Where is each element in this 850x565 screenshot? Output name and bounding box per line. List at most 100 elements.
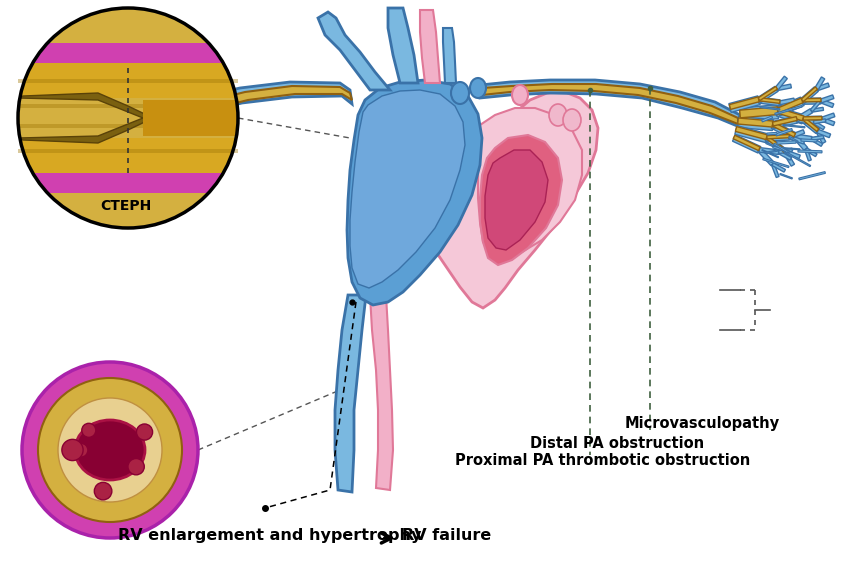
Polygon shape	[18, 93, 153, 143]
Polygon shape	[117, 141, 133, 158]
Ellipse shape	[75, 420, 145, 480]
Polygon shape	[133, 99, 168, 114]
Circle shape	[58, 398, 162, 502]
Polygon shape	[18, 8, 238, 228]
Polygon shape	[735, 127, 768, 140]
Polygon shape	[757, 148, 774, 166]
Circle shape	[94, 483, 112, 500]
Polygon shape	[482, 84, 738, 124]
Polygon shape	[130, 109, 166, 120]
Polygon shape	[18, 79, 238, 83]
Polygon shape	[820, 99, 834, 107]
Polygon shape	[97, 64, 103, 78]
Polygon shape	[170, 86, 352, 120]
Polygon shape	[82, 124, 94, 132]
Polygon shape	[108, 101, 134, 115]
Polygon shape	[777, 98, 803, 113]
Polygon shape	[94, 110, 110, 123]
Circle shape	[18, 8, 238, 228]
Circle shape	[38, 378, 182, 522]
Polygon shape	[802, 117, 819, 132]
Polygon shape	[783, 151, 795, 166]
Polygon shape	[820, 95, 834, 103]
Polygon shape	[796, 108, 813, 121]
Text: CTEPH: CTEPH	[100, 199, 151, 213]
Polygon shape	[728, 96, 760, 112]
Polygon shape	[111, 90, 135, 107]
Polygon shape	[758, 97, 780, 106]
Polygon shape	[111, 157, 120, 172]
Polygon shape	[802, 98, 821, 102]
Polygon shape	[143, 100, 238, 136]
Polygon shape	[362, 91, 477, 296]
Polygon shape	[100, 137, 113, 152]
Polygon shape	[18, 149, 238, 153]
Polygon shape	[767, 134, 790, 139]
Polygon shape	[94, 88, 112, 94]
Polygon shape	[760, 106, 780, 110]
Polygon shape	[759, 147, 779, 154]
Polygon shape	[817, 129, 830, 138]
Polygon shape	[82, 120, 93, 126]
Polygon shape	[767, 134, 790, 141]
Polygon shape	[335, 295, 366, 492]
Polygon shape	[762, 150, 779, 158]
Polygon shape	[362, 92, 474, 295]
Polygon shape	[99, 76, 114, 94]
Polygon shape	[821, 113, 835, 121]
Polygon shape	[116, 140, 133, 159]
Polygon shape	[765, 150, 778, 154]
Polygon shape	[96, 136, 111, 143]
Polygon shape	[813, 121, 824, 130]
Polygon shape	[781, 147, 800, 150]
Polygon shape	[129, 116, 160, 128]
Polygon shape	[799, 172, 825, 180]
Circle shape	[22, 362, 198, 538]
Polygon shape	[779, 173, 792, 179]
Polygon shape	[134, 114, 167, 126]
Polygon shape	[789, 136, 798, 142]
Polygon shape	[810, 101, 820, 112]
Polygon shape	[779, 148, 792, 154]
Polygon shape	[772, 116, 797, 128]
Ellipse shape	[512, 85, 528, 105]
Polygon shape	[821, 118, 835, 125]
Polygon shape	[81, 120, 94, 126]
Polygon shape	[762, 158, 789, 168]
Polygon shape	[97, 142, 111, 151]
Polygon shape	[18, 173, 238, 193]
Circle shape	[82, 423, 96, 437]
Polygon shape	[798, 150, 822, 153]
Polygon shape	[758, 86, 778, 101]
Polygon shape	[773, 146, 790, 153]
Polygon shape	[89, 68, 102, 79]
Polygon shape	[775, 106, 802, 115]
Polygon shape	[812, 136, 824, 140]
Polygon shape	[111, 124, 131, 140]
Polygon shape	[480, 80, 742, 128]
Polygon shape	[79, 99, 92, 110]
Polygon shape	[793, 134, 808, 151]
Polygon shape	[318, 12, 390, 90]
Polygon shape	[18, 104, 238, 108]
Polygon shape	[776, 128, 792, 136]
Polygon shape	[774, 144, 788, 153]
Polygon shape	[777, 108, 804, 121]
Polygon shape	[771, 122, 796, 140]
Polygon shape	[128, 124, 157, 145]
Polygon shape	[801, 87, 819, 103]
Polygon shape	[84, 109, 95, 115]
Polygon shape	[88, 103, 96, 114]
Polygon shape	[740, 107, 779, 118]
Polygon shape	[735, 125, 768, 142]
Polygon shape	[789, 135, 805, 144]
Polygon shape	[155, 82, 352, 132]
Polygon shape	[18, 138, 238, 173]
Polygon shape	[93, 109, 111, 124]
Polygon shape	[779, 98, 795, 105]
Polygon shape	[813, 119, 825, 124]
Polygon shape	[368, 92, 598, 308]
Polygon shape	[350, 90, 465, 288]
Polygon shape	[803, 116, 822, 123]
Polygon shape	[133, 102, 169, 111]
